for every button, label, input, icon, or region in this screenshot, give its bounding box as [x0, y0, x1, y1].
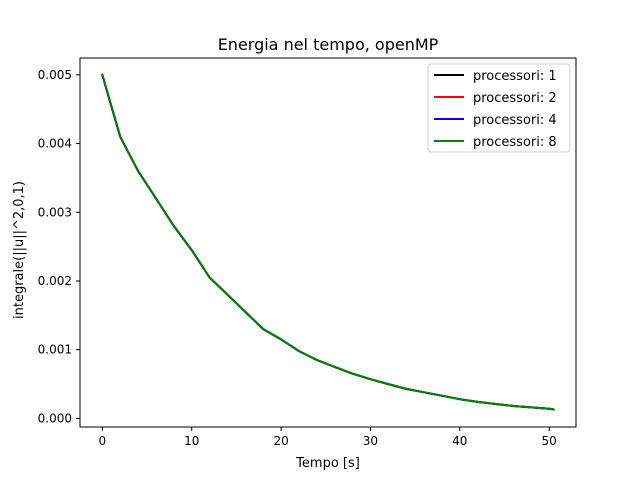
legend-label: processori: 4: [473, 113, 557, 128]
series-line-4: [101, 73, 555, 411]
y-tick-label: 0.004: [38, 137, 72, 151]
x-tick-label: 0: [99, 434, 107, 448]
axis-ticks: 0 10 20 30 40 50 0.000 0.001 0.002 0.003 0.004 0.00…: [38, 68, 557, 448]
x-tick-label: 20: [273, 434, 288, 448]
legend: processori: 1 processori: 2 processori: 4 p…: [427, 63, 571, 153]
chart-title: Energia nel tempo, openMP: [218, 35, 439, 54]
y-axis-label: integrale(||u||^2,0,1): [12, 181, 27, 319]
x-tick-label: 10: [184, 434, 199, 448]
legend-label: processori: 2: [473, 91, 557, 106]
y-tick-label: 0.002: [38, 274, 72, 288]
legend-label: processori: 8: [473, 135, 557, 150]
series-lines: [101, 73, 555, 411]
y-tick-label: 0.000: [38, 411, 72, 425]
x-tick-label: 40: [452, 434, 467, 448]
x-tick-label: 30: [363, 434, 378, 448]
plot-frame: [79, 57, 577, 428]
x-tick-label: 50: [542, 434, 557, 448]
y-tick-label: 0.005: [38, 68, 72, 82]
legend-label: processori: 1: [473, 69, 557, 84]
y-tick-label: 0.001: [38, 343, 72, 357]
legend-box: [427, 63, 571, 153]
y-tick-label: 0.003: [38, 205, 72, 219]
x-axis-label: Tempo [s]: [295, 456, 360, 471]
